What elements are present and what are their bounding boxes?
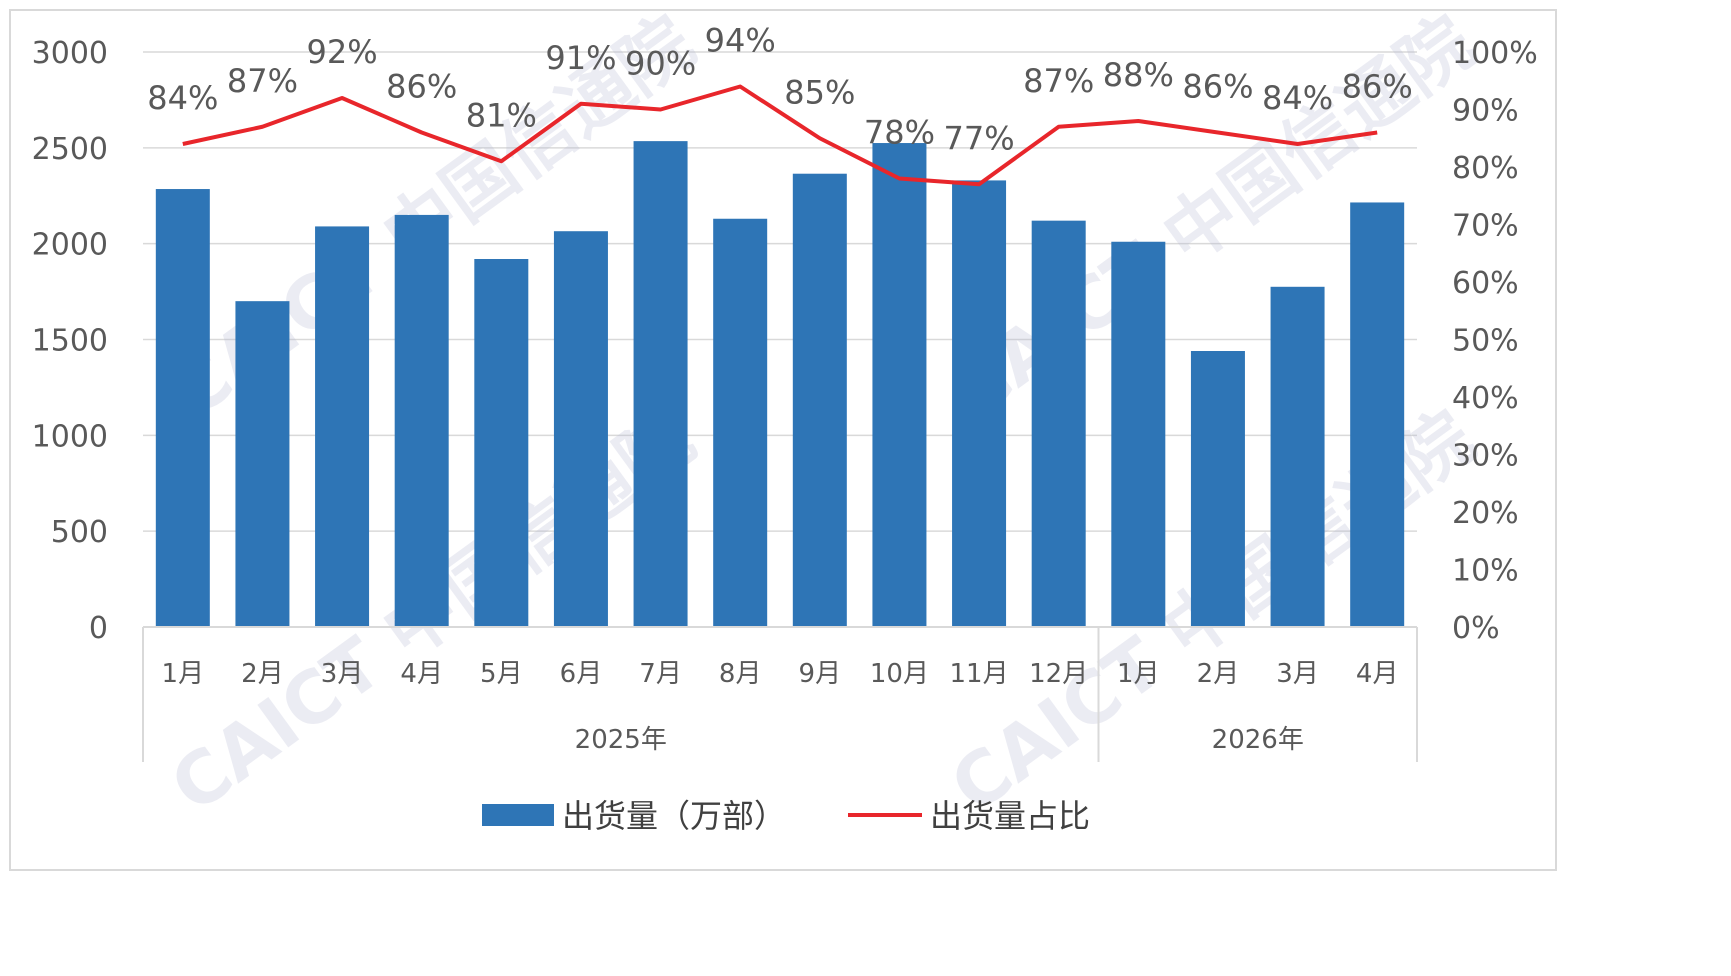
x-tick-label: 7月 bbox=[639, 659, 682, 689]
legend: 出货量（万部） 出货量占比 bbox=[482, 797, 1090, 835]
y-left-tick-label: 3000 bbox=[32, 36, 108, 71]
x-tick-label: 5月 bbox=[480, 659, 523, 689]
x-tick-label: 1月 bbox=[162, 659, 205, 689]
bar bbox=[155, 189, 210, 627]
line-data-label: 85% bbox=[784, 73, 855, 111]
x-tick-label: 3月 bbox=[1276, 659, 1319, 689]
y-right-tick-label: 70% bbox=[1452, 209, 1519, 244]
bar bbox=[952, 180, 1007, 627]
y-right-tick-label: 50% bbox=[1452, 324, 1519, 359]
x-tick-label: 12月 bbox=[1029, 659, 1088, 689]
legend-bar-label: 出货量（万部） bbox=[562, 797, 786, 835]
line-data-label: 94% bbox=[705, 22, 776, 60]
line-data-label: 87% bbox=[227, 62, 298, 100]
y-right-tick-label: 20% bbox=[1452, 496, 1519, 531]
line-data-label: 77% bbox=[944, 119, 1015, 157]
x-tick-label: 3月 bbox=[321, 659, 364, 689]
bar bbox=[872, 143, 927, 627]
axes: 0 500 1000 1500 2000 2500 3000 0% 10% 20% 30% 40% 50… bbox=[32, 36, 1538, 762]
line-data-label: 84% bbox=[147, 79, 218, 117]
y-left-tick-label: 1500 bbox=[32, 324, 108, 359]
x-tick-label: 4月 bbox=[1356, 659, 1399, 689]
line-series bbox=[182, 84, 1378, 187]
y-left-tick-label: 2000 bbox=[32, 228, 108, 263]
bar bbox=[235, 301, 290, 627]
line-data-label: 92% bbox=[307, 33, 378, 71]
x-group-label: 2025年 bbox=[575, 725, 667, 755]
y-right-tick-label: 10% bbox=[1452, 554, 1519, 589]
line-data-label: 90% bbox=[625, 45, 696, 83]
line-data-label: 86% bbox=[386, 68, 457, 106]
x-tick-label: 4月 bbox=[400, 659, 443, 689]
y-right-tick-label: 30% bbox=[1452, 439, 1519, 474]
y-right-tick-label: 100% bbox=[1452, 36, 1538, 71]
legend-bar-swatch bbox=[482, 804, 554, 826]
x-tick-label: 2月 bbox=[1197, 659, 1240, 689]
bar bbox=[1190, 351, 1245, 627]
data-labels: 84% 87%92%86%81%91% 90%94%85%78% 77%87% 88% 8… bbox=[147, 22, 1413, 158]
x-tick-label: 2月 bbox=[241, 659, 284, 689]
bar bbox=[1111, 241, 1166, 627]
x-tick-label: 10月 bbox=[870, 659, 929, 689]
y-right-tick-label: 80% bbox=[1452, 151, 1519, 186]
line-data-label: 78% bbox=[864, 114, 935, 152]
bar bbox=[474, 259, 529, 627]
line-data-label: 91% bbox=[545, 39, 616, 77]
bar bbox=[1350, 202, 1405, 628]
y-right-tick-label: 40% bbox=[1452, 381, 1519, 416]
y-left-tick-label: 1000 bbox=[32, 419, 108, 454]
bar bbox=[394, 214, 449, 627]
x-tick-label: 1月 bbox=[1117, 659, 1160, 689]
y-left-tick-label: 2500 bbox=[32, 132, 108, 167]
bar bbox=[1270, 286, 1325, 627]
y-left-tick-label: 0 bbox=[89, 611, 108, 646]
bar bbox=[633, 141, 688, 627]
x-tick-label: 6月 bbox=[560, 659, 603, 689]
line-data-label: 87% bbox=[1023, 62, 1094, 100]
bar bbox=[1031, 220, 1086, 627]
x-tick-label: 8月 bbox=[719, 659, 762, 689]
line-data-label: 84% bbox=[1262, 79, 1333, 117]
bar-series bbox=[155, 141, 1405, 628]
y-left-tick-label: 500 bbox=[51, 515, 108, 550]
x-tick-label: 9月 bbox=[799, 659, 842, 689]
bar bbox=[553, 231, 608, 628]
line-data-label: 86% bbox=[1342, 68, 1413, 106]
legend-line-label: 出货量占比 bbox=[930, 797, 1090, 835]
share-line bbox=[182, 84, 1378, 187]
bar bbox=[792, 173, 847, 628]
x-group-label: 2026年 bbox=[1212, 725, 1304, 755]
line-data-label: 81% bbox=[466, 96, 537, 134]
y-right-tick-label: 90% bbox=[1452, 94, 1519, 129]
y-right-tick-label: 60% bbox=[1452, 266, 1519, 301]
y-right-tick-label: 0% bbox=[1452, 611, 1500, 646]
line-data-label: 86% bbox=[1182, 68, 1253, 106]
x-tick-label: 11月 bbox=[950, 659, 1009, 689]
bar bbox=[713, 218, 768, 627]
bar bbox=[315, 226, 370, 627]
line-data-label: 88% bbox=[1103, 56, 1174, 94]
